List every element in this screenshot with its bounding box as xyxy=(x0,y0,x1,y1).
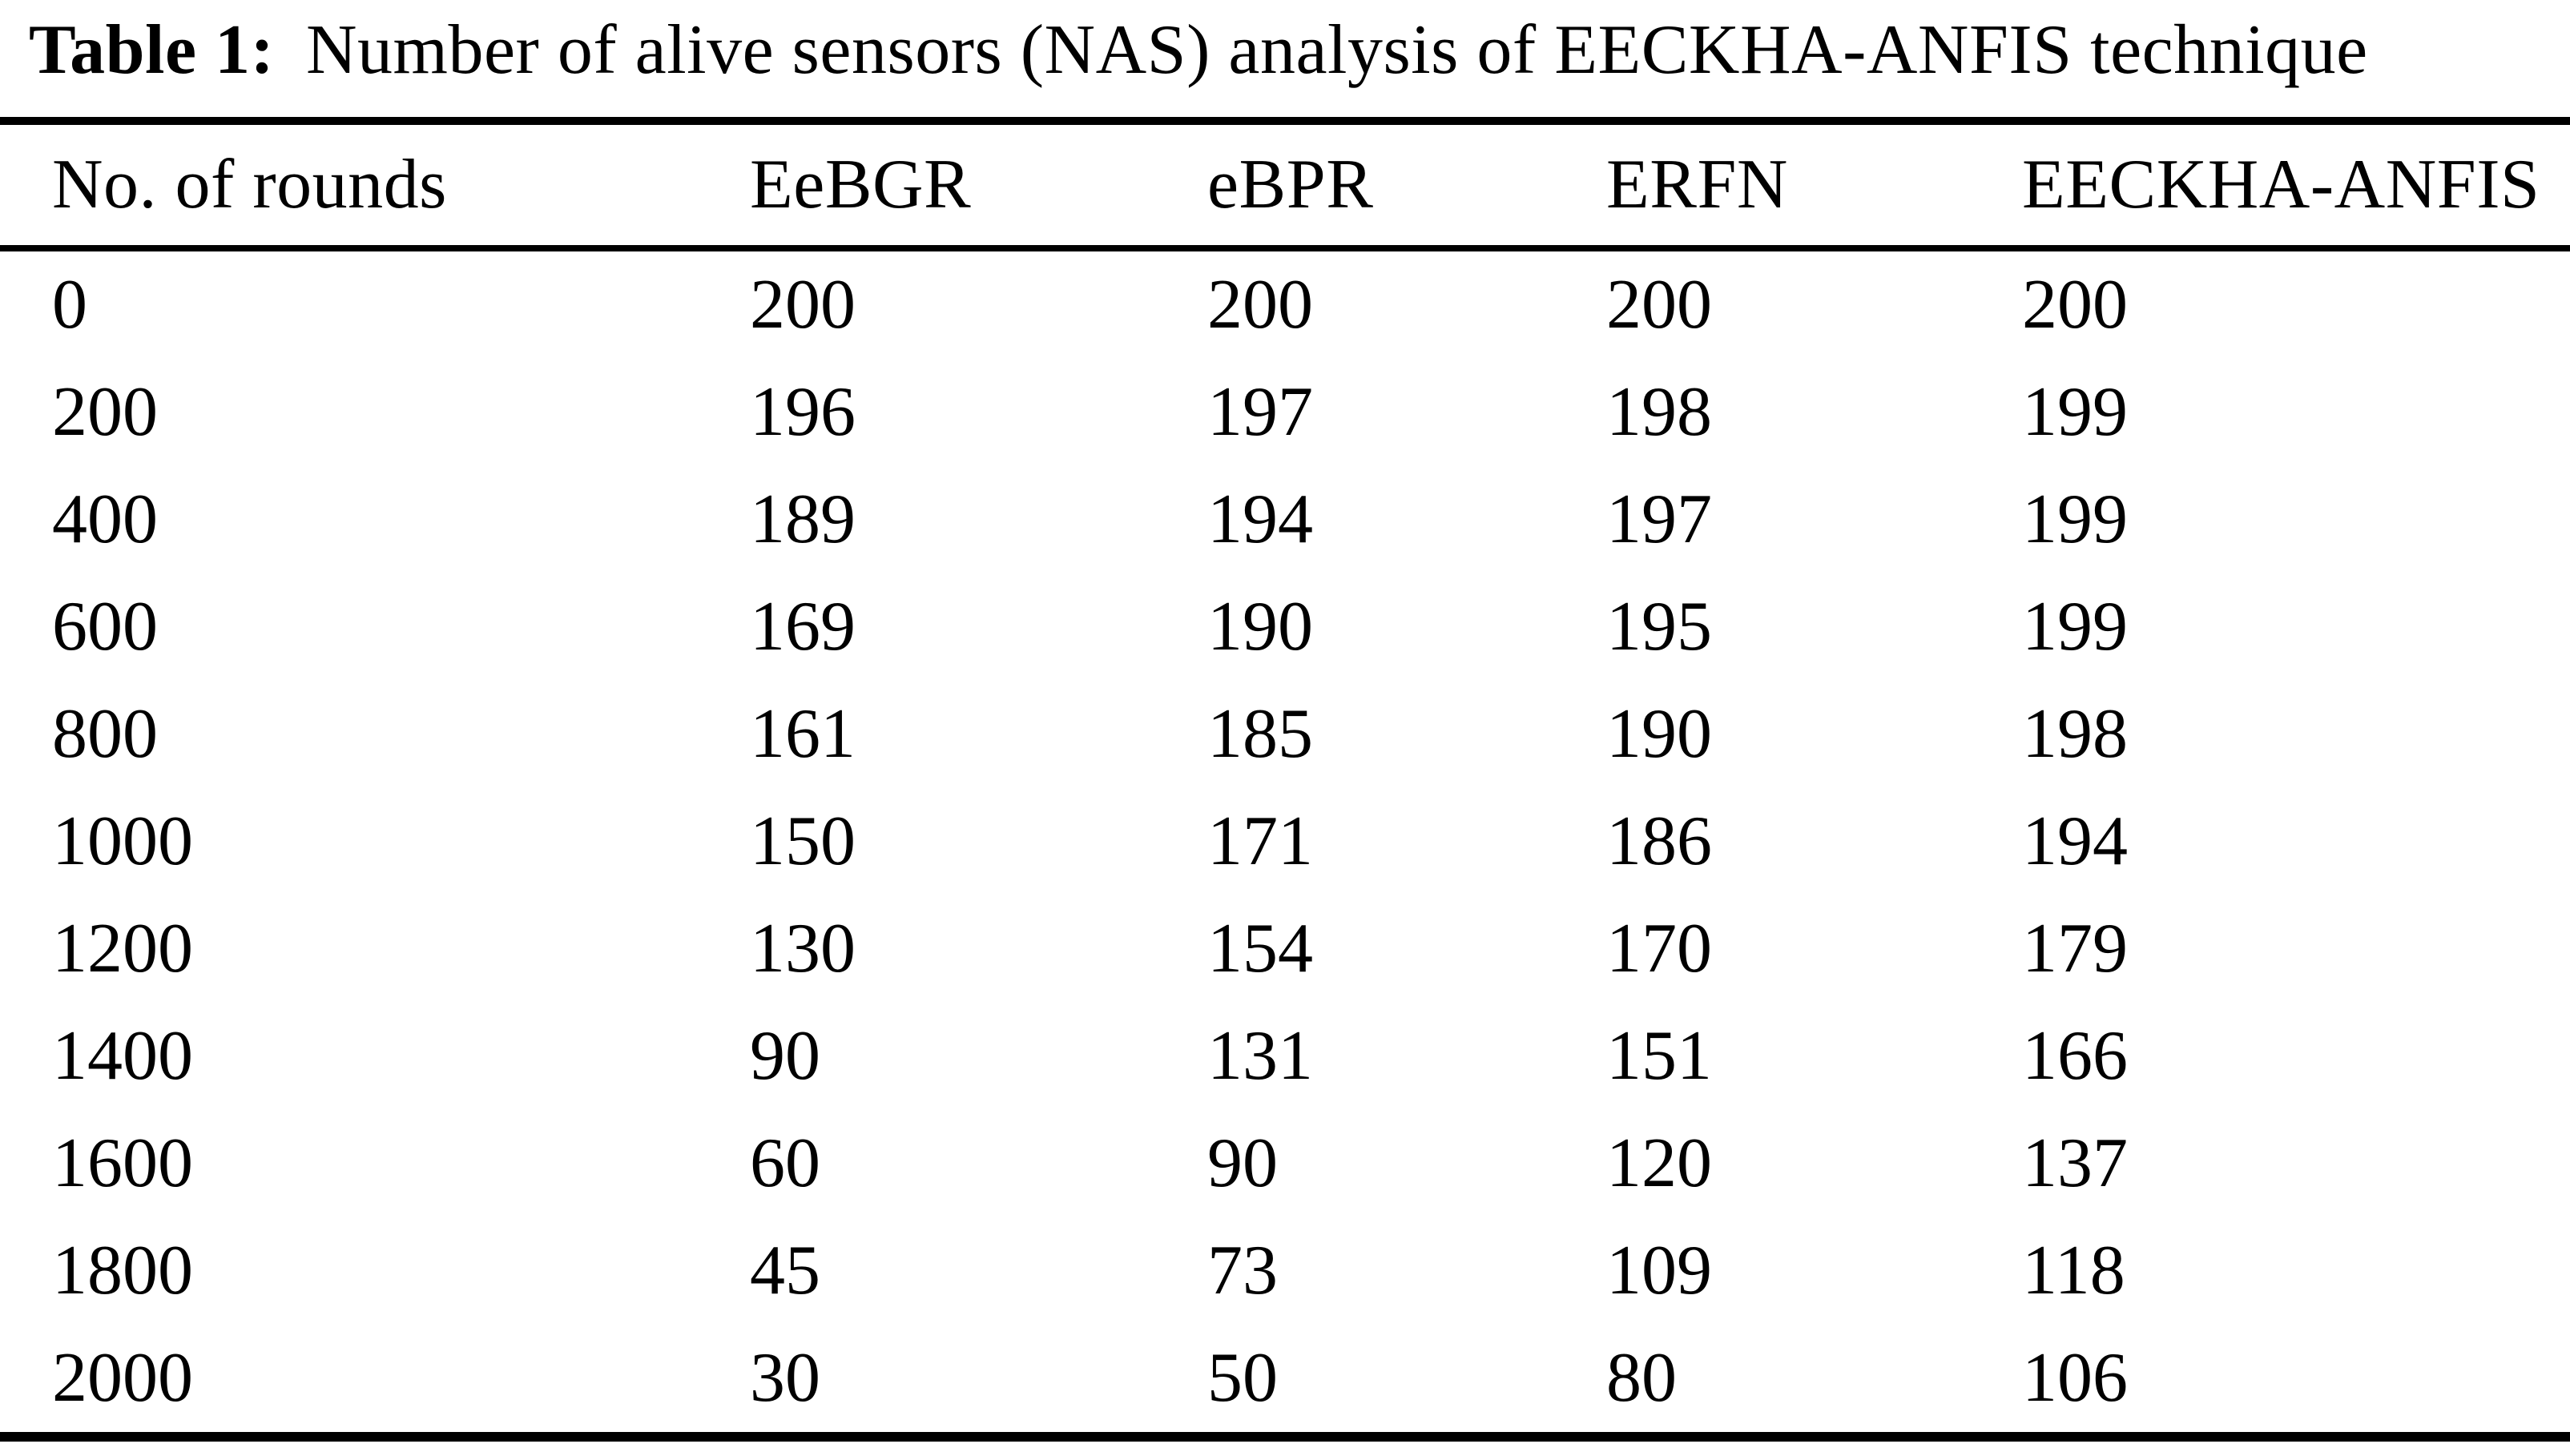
table-row: 1000 150 171 186 194 xyxy=(0,788,2570,895)
table-row: 1800 45 73 109 118 xyxy=(0,1217,2570,1325)
value-cell: 195 xyxy=(1606,588,1712,666)
table-row: 0 200 200 200 200 xyxy=(0,248,2570,359)
value-cell: 106 xyxy=(2022,1339,2128,1418)
table-row: 1400 90 131 151 166 xyxy=(0,1003,2570,1110)
value-cell: 150 xyxy=(750,802,856,881)
rounds-cell: 600 xyxy=(52,588,158,666)
table-row: 200 196 197 198 199 xyxy=(0,359,2570,466)
value-cell: 200 xyxy=(1606,266,1712,344)
value-cell: 194 xyxy=(1207,481,1313,559)
rounds-cell: 1600 xyxy=(52,1124,193,1203)
table-caption: Table 1: Number of alive sensors (NAS) an… xyxy=(0,0,2570,93)
rounds-cell: 400 xyxy=(52,481,158,559)
table-row: 2000 30 50 80 106 xyxy=(0,1325,2570,1437)
value-cell: 131 xyxy=(1207,1017,1313,1096)
column-header-erfn: ERFN xyxy=(1606,146,1788,224)
value-cell: 130 xyxy=(750,910,856,988)
table-caption-text: Number of alive sensors (NAS) analysis o… xyxy=(305,11,2368,89)
value-cell: 186 xyxy=(1606,802,1712,881)
header-row: No. of rounds EeBGR eBPR ERFN EECKHA-ANF… xyxy=(0,121,2570,248)
value-cell: 199 xyxy=(2022,588,2128,666)
value-cell: 60 xyxy=(750,1124,820,1203)
rounds-cell: 2000 xyxy=(52,1339,193,1418)
value-cell: 190 xyxy=(1606,695,1712,774)
table-header: No. of rounds EeBGR eBPR ERFN EECKHA-ANF… xyxy=(0,121,2570,248)
value-cell: 90 xyxy=(1207,1124,1278,1203)
value-cell: 73 xyxy=(1207,1232,1278,1310)
rounds-cell: 1000 xyxy=(52,802,193,881)
value-cell: 154 xyxy=(1207,910,1313,988)
rounds-cell: 1800 xyxy=(52,1232,193,1310)
value-cell: 199 xyxy=(2022,481,2128,559)
value-cell: 109 xyxy=(1606,1232,1712,1310)
value-cell: 185 xyxy=(1207,695,1313,774)
value-cell: 200 xyxy=(2022,266,2128,344)
value-cell: 198 xyxy=(1606,373,1712,452)
nas-table: No. of rounds EeBGR eBPR ERFN EECKHA-ANF… xyxy=(0,116,2570,1442)
rounds-cell: 200 xyxy=(52,373,158,452)
rounds-cell: 1200 xyxy=(52,910,193,988)
value-cell: 197 xyxy=(1207,373,1313,452)
value-cell: 194 xyxy=(2022,802,2128,881)
value-cell: 198 xyxy=(2022,695,2128,774)
value-cell: 171 xyxy=(1207,802,1313,881)
column-header-rounds: No. of rounds xyxy=(52,146,447,224)
value-cell: 199 xyxy=(2022,373,2128,452)
rounds-cell: 0 xyxy=(52,266,87,344)
column-header-eebgr: EeBGR xyxy=(750,146,972,224)
value-cell: 45 xyxy=(750,1232,820,1310)
value-cell: 90 xyxy=(750,1017,820,1096)
value-cell: 200 xyxy=(750,266,856,344)
value-cell: 137 xyxy=(2022,1124,2128,1203)
table-caption-label: Table 1: xyxy=(29,11,275,89)
value-cell: 200 xyxy=(1207,266,1313,344)
rounds-cell: 800 xyxy=(52,695,158,774)
table-row: 800 161 185 190 198 xyxy=(0,681,2570,788)
value-cell: 30 xyxy=(750,1339,820,1418)
value-cell: 151 xyxy=(1606,1017,1712,1096)
table-body: 0 200 200 200 200 200 196 197 198 199 400 189 194 197… xyxy=(0,248,2570,1437)
rounds-cell: 1400 xyxy=(52,1017,193,1096)
table-row: 600 169 190 195 199 xyxy=(0,573,2570,681)
value-cell: 170 xyxy=(1606,910,1712,988)
table-row: 1600 60 90 120 137 xyxy=(0,1110,2570,1217)
table-row: 1200 130 154 170 179 xyxy=(0,895,2570,1003)
value-cell: 179 xyxy=(2022,910,2128,988)
value-cell: 189 xyxy=(750,481,856,559)
value-cell: 169 xyxy=(750,588,856,666)
column-header-ebpr: eBPR xyxy=(1207,146,1374,224)
value-cell: 120 xyxy=(1606,1124,1712,1203)
value-cell: 50 xyxy=(1207,1339,1278,1418)
value-cell: 197 xyxy=(1606,481,1712,559)
value-cell: 161 xyxy=(750,695,856,774)
value-cell: 118 xyxy=(2022,1232,2125,1310)
value-cell: 166 xyxy=(2022,1017,2128,1096)
column-header-eeckha-anfis: EECKHA-ANFIS xyxy=(2022,146,2540,224)
table-row: 400 189 194 197 199 xyxy=(0,466,2570,573)
value-cell: 190 xyxy=(1207,588,1313,666)
value-cell: 196 xyxy=(750,373,856,452)
value-cell: 80 xyxy=(1606,1339,1677,1418)
